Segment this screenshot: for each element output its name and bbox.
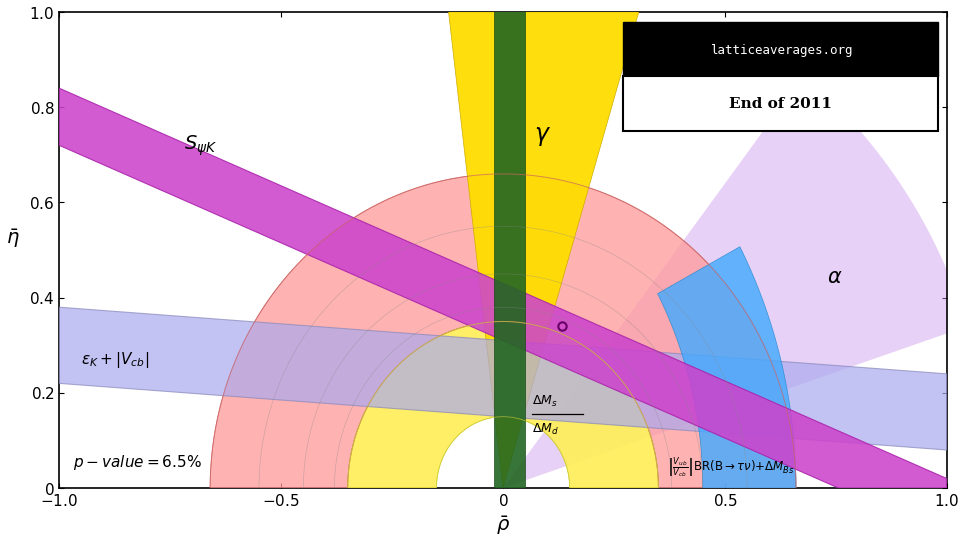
FancyBboxPatch shape [622, 77, 938, 131]
X-axis label: $\bar{\rho}$: $\bar{\rho}$ [496, 515, 510, 538]
Text: latticeaverages.org: latticeaverages.org [709, 43, 852, 56]
Text: $\epsilon_K+|V_{cb}|$: $\epsilon_K+|V_{cb}|$ [81, 350, 150, 370]
Polygon shape [503, 75, 965, 488]
Polygon shape [432, 0, 672, 488]
Polygon shape [210, 174, 796, 488]
Text: $S_{\psi K}$: $S_{\psi K}$ [183, 134, 217, 159]
Polygon shape [657, 247, 796, 543]
Polygon shape [59, 307, 947, 450]
Text: $\left|\frac{V_{ub}}{V_{cb}}\right|$BR(B$\to\tau\nu$)+$\Delta M_{Bs}$: $\left|\frac{V_{ub}}{V_{cb}}\right|$BR(B… [667, 456, 795, 480]
Polygon shape [494, 0, 525, 497]
Text: $\Delta M_s$: $\Delta M_s$ [532, 394, 558, 409]
Polygon shape [59, 88, 947, 536]
FancyBboxPatch shape [622, 22, 938, 77]
Text: $p-value = 6.5\%$: $p-value = 6.5\%$ [72, 453, 202, 472]
Text: $\alpha$: $\alpha$ [827, 267, 842, 287]
Text: End of 2011: End of 2011 [730, 97, 833, 111]
Y-axis label: $\bar{\eta}$: $\bar{\eta}$ [6, 227, 19, 250]
Text: $\Delta M_d$: $\Delta M_d$ [532, 422, 559, 438]
Text: $\gamma$: $\gamma$ [535, 124, 551, 148]
Polygon shape [347, 321, 658, 488]
